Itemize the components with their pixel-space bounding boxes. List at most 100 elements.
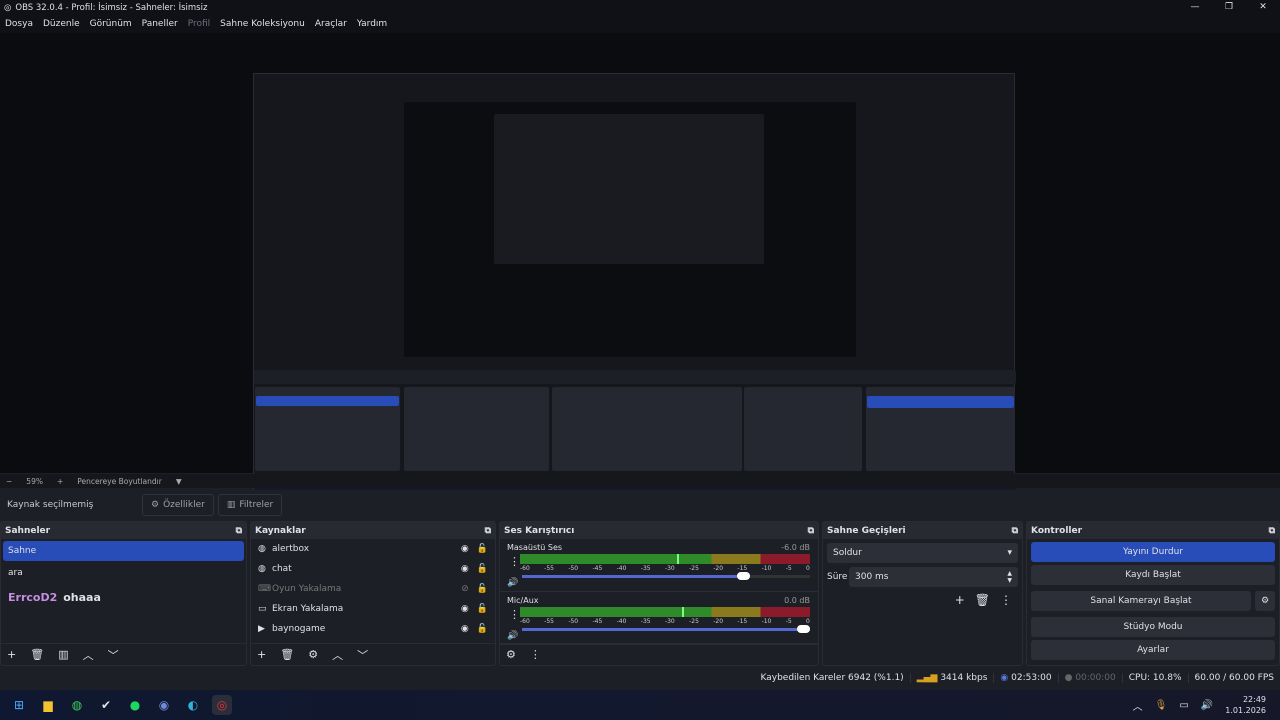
source-item[interactable]: ▶ baynogame ◉ 🔓 [251,619,495,639]
undock-icon[interactable]: ⧉ [1011,525,1018,536]
transition-select[interactable]: Soldur ▾ [827,543,1018,563]
lock-icon[interactable]: 🔓 [476,624,488,634]
channel-db: 0.0 dB [784,596,810,605]
clock-time[interactable]: 22:49 [1242,695,1266,704]
dock-title: Kaynaklar [255,525,306,536]
menu-gorunum[interactable]: Görünüm [89,19,132,29]
meter-tick: -15 [737,618,748,625]
settings-button[interactable]: Ayarlar [1031,640,1275,660]
spotify-icon[interactable]: ● [129,698,141,712]
scene-item[interactable]: Sahne [3,541,244,561]
dock-title: Sahneler [5,525,51,536]
add-source-button[interactable]: + [257,648,267,661]
lock-icon[interactable]: 🔓 [476,544,488,554]
lock-icon[interactable]: 🔓 [476,604,488,614]
meter-tick: -50 [568,618,579,625]
add-scene-button[interactable]: + [7,648,17,661]
volume-slider[interactable] [522,625,810,633]
duration-spinbox[interactable]: 300 ms ▲ ▼ [849,567,1018,587]
start-virtual-camera-button[interactable]: Sanal Kamerayı Başlat [1031,591,1251,611]
meter-tick: -55 [544,565,554,572]
maximize-button[interactable]: ❐ [1224,2,1234,12]
stop-streaming-button[interactable]: Yayını Durdur [1031,542,1275,562]
undock-icon[interactable]: ⧉ [235,525,242,536]
advanced-audio-button[interactable]: ⚙ [506,648,516,661]
menu-duzenle[interactable]: Düzenle [42,19,80,29]
steam-icon[interactable]: ✔ [100,698,112,712]
source-properties-button[interactable]: ⚙ [308,648,319,661]
lock-icon[interactable]: 🔓 [476,564,488,574]
move-down-button[interactable]: ﹀ [357,648,369,662]
close-button[interactable]: ✕ [1259,2,1267,12]
menu-sahne-koleksiyonu[interactable]: Sahne Koleksiyonu [220,19,305,29]
mixer-menu-button[interactable]: ⋮ [529,648,541,661]
undock-icon[interactable]: ⧉ [807,525,814,536]
move-down-button[interactable]: ﹀ [107,648,119,662]
microphone-icon[interactable]: 🎙 [1154,699,1168,711]
volume-slider-handle[interactable] [797,625,810,633]
menu-araclar[interactable]: Araçlar [314,19,347,29]
windows-start-icon[interactable]: ⊞ [13,698,25,712]
file-explorer-icon[interactable]: ▆ [43,698,53,712]
channel-menu-icon[interactable]: ⋮ [509,555,520,568]
scene-filters-button[interactable]: ▥ [58,648,69,661]
meter-tick: -20 [713,618,724,625]
discord-icon[interactable]: ◉ [158,698,170,712]
source-name: chat [272,564,292,574]
eye-icon[interactable]: ◉ [460,544,469,554]
menu-paneller[interactable]: Paneller [141,19,178,29]
zoom-in-button[interactable]: + [56,476,64,486]
remove-source-button[interactable]: 🗑 [280,648,295,661]
volume-slider-handle[interactable] [736,572,750,580]
scene-item[interactable]: ara [8,568,23,578]
start-recording-button[interactable]: Kaydı Başlat [1031,565,1275,585]
volume-slider[interactable] [522,572,810,580]
speaker-icon[interactable]: 🔊 [1200,699,1214,711]
properties-button[interactable]: ⚙ Özellikler [142,493,214,516]
eye-off-icon[interactable]: ⊘ [461,584,469,594]
eye-icon[interactable]: ◉ [460,564,469,574]
preview-canvas[interactable] [0,33,1280,504]
volume-meter [520,607,810,617]
speaker-icon[interactable]: 🔊 [507,631,519,641]
studio-mode-button[interactable]: Stüdyo Modu [1031,617,1275,637]
tray-chevron-icon[interactable]: ︿ [1132,701,1143,713]
speaker-icon[interactable]: 🔊 [507,578,519,588]
filters-button[interactable]: ▥ Filtreler [217,493,283,516]
source-item[interactable]: ▭ Ekran Yakalama ◉ 🔓 [251,599,495,619]
move-up-button[interactable]: ︿ [332,648,344,662]
remove-transition-button[interactable]: 🗑 [974,593,990,607]
channel-menu-icon[interactable]: ⋮ [509,608,520,621]
meter-tick: -35 [640,565,651,572]
menu-dosya[interactable]: Dosya [5,19,33,29]
meter-tick: -5 [785,618,792,625]
lock-icon[interactable]: 🔓 [476,584,488,594]
menu-profil[interactable]: Profil [187,19,211,29]
undock-icon[interactable]: ⧉ [484,525,491,536]
clock-date[interactable]: 1.01.2026 [1225,706,1266,715]
edge-icon[interactable]: ◐ [187,698,199,712]
remove-scene-button[interactable]: 🗑 [30,648,45,661]
record-time: ● 00:00:00 [1057,673,1122,683]
virtual-camera-settings-icon[interactable]: ⚙ [1255,591,1275,611]
fit-to-window-button[interactable]: Pencereye Boyutlandır [77,476,162,486]
eye-icon[interactable]: ◉ [460,604,469,614]
move-up-button[interactable]: ︿ [82,648,94,662]
whatsapp-icon[interactable]: ◍ [71,698,83,712]
peak-marker [682,607,685,617]
network-icon[interactable]: ▭ [1179,699,1189,711]
zoom-dropdown-icon[interactable]: ▼ [175,476,182,486]
undock-icon[interactable]: ⧉ [1268,525,1275,536]
add-transition-button[interactable]: + [954,593,965,607]
zoom-out-button[interactable]: − [6,476,13,486]
source-item[interactable]: ◍ chat ◉ 🔓 [251,559,495,579]
menu-yardim[interactable]: Yardım [356,19,388,29]
source-item[interactable]: ⌨ Oyun Yakalama ⊘ 🔓 [251,579,495,599]
obs-taskbar-icon[interactable]: ◎ [212,695,232,715]
transition-menu-button[interactable]: ⋮ [1000,593,1012,607]
eye-icon[interactable]: ◉ [460,624,469,634]
obs-logo-icon: ◎ [4,2,12,13]
source-item[interactable]: ◍ alertbox ◉ 🔓 [251,539,495,559]
minimize-button[interactable]: — [1190,2,1200,12]
title-bar: ◎ OBS 32.0.4 - Profil: İsimsiz - Sahneler… [0,0,1280,15]
